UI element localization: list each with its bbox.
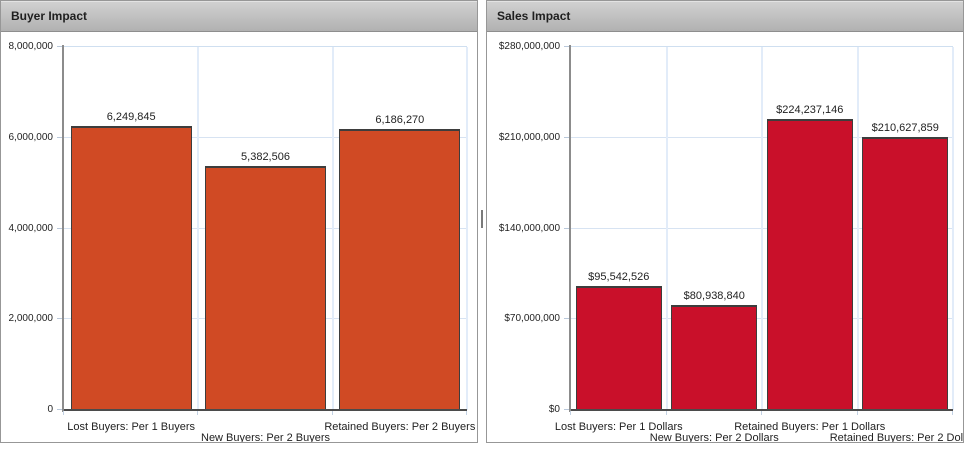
y-axis-tick-label: 8,000,000 [8, 41, 54, 52]
bar-value-label: $95,542,526 [588, 271, 650, 284]
y-axis-tick-label: $70,000,000 [504, 313, 560, 325]
x-axis-line [571, 409, 953, 411]
y-axis-tick-mark [57, 46, 62, 47]
bar [575, 286, 662, 410]
bar-value-label: $224,237,146 [776, 104, 844, 117]
panel-title: Sales Impact [497, 9, 571, 23]
y-axis-tick-mark [57, 318, 62, 320]
buyer-impact-panel: Buyer Impact 0 2,000,000 4,000,000 6,000,00… [0, 0, 478, 443]
y-axis-tick-mark [564, 136, 569, 138]
y-axis-tick-label: 6,000,000 [8, 131, 54, 143]
bar [70, 126, 192, 410]
bar-value-label: 6,186,270 [375, 114, 425, 127]
category-separator [197, 47, 200, 410]
splitter-handle-icon[interactable] [481, 210, 483, 228]
x-axis-line [64, 409, 467, 411]
x-axis-tick-mark [952, 411, 953, 415]
y-axis-tick-label: 2,000,000 [8, 313, 54, 325]
panel-header: Sales Impact [487, 1, 963, 32]
bar [205, 165, 326, 410]
y-axis-tick-mark [564, 318, 569, 320]
x-axis-label: Lost Buyers: Per 1 Dollars [554, 421, 683, 433]
y-axis-tick-label: 0 [47, 404, 53, 415]
x-axis-tick-mark [570, 411, 571, 415]
y-axis-tick-mark [57, 227, 62, 229]
category-separator [331, 47, 334, 410]
y-axis-line [569, 45, 571, 412]
y-axis-tick-mark [564, 46, 569, 47]
category-separator [665, 47, 668, 410]
x-axis-label: Lost Buyers: Per 1 Buyers [67, 421, 196, 433]
bar [339, 129, 461, 410]
x-axis-tick-mark [856, 411, 858, 415]
panel-title: Buyer Impact [11, 9, 88, 23]
y-axis-tick-mark [57, 409, 62, 410]
x-axis-label: Retained Buyers: Per 2 Dollars [829, 432, 964, 443]
x-axis-tick-mark [331, 411, 333, 415]
panel-header: Buyer Impact [1, 1, 477, 32]
y-axis-tick-mark [57, 136, 62, 138]
x-axis-tick-mark [466, 411, 467, 415]
x-axis-tick-mark [761, 411, 762, 415]
bar [766, 119, 853, 410]
x-axis-tick-mark [63, 411, 64, 415]
y-axis-line [62, 45, 64, 412]
y-axis-tick-mark [564, 409, 569, 410]
gridline [64, 46, 467, 47]
category-separator [952, 47, 954, 410]
y-axis-tick-label: 4,000,000 [8, 222, 54, 234]
sales-impact-chart: $0 $70,000,000 $140,000,000 $210,000,000 $28… [487, 1, 963, 442]
category-separator [856, 47, 859, 410]
buyer-impact-chart: 0 2,000,000 4,000,000 6,000,000 8,000,000 6,2… [1, 1, 477, 442]
bar-value-label: 5,382,506 [241, 150, 290, 163]
x-axis-label: New Buyers: Per 2 Buyers [201, 432, 330, 443]
panel-splitter[interactable] [478, 0, 486, 443]
gridline [64, 136, 467, 138]
bar [671, 305, 758, 410]
y-axis-tick-label: $210,000,000 [498, 131, 560, 143]
bar-value-label: 6,249,845 [106, 111, 156, 124]
bar [862, 136, 949, 410]
y-axis-tick-label: $140,000,000 [498, 222, 560, 234]
bar-value-label: $80,938,840 [683, 290, 745, 303]
x-axis-tick-mark [665, 411, 667, 415]
category-separator [466, 47, 468, 410]
bar-value-label: $210,627,859 [871, 121, 939, 134]
x-axis-label: Retained Buyers: Per 1 Dollars [734, 421, 886, 433]
category-separator [761, 47, 763, 410]
sales-impact-panel: Sales Impact $0 $70,000,000 $140,000,000 $2… [486, 0, 964, 443]
y-axis-tick-mark [564, 227, 569, 229]
gridline [571, 46, 953, 47]
y-axis-tick-label: $280,000,000 [498, 41, 560, 52]
x-axis-label: New Buyers: Per 2 Dollars [649, 432, 779, 443]
y-axis-tick-label: $0 [548, 404, 560, 415]
x-axis-tick-mark [197, 411, 199, 415]
x-axis-label: Retained Buyers: Per 2 Buyers [324, 421, 476, 433]
